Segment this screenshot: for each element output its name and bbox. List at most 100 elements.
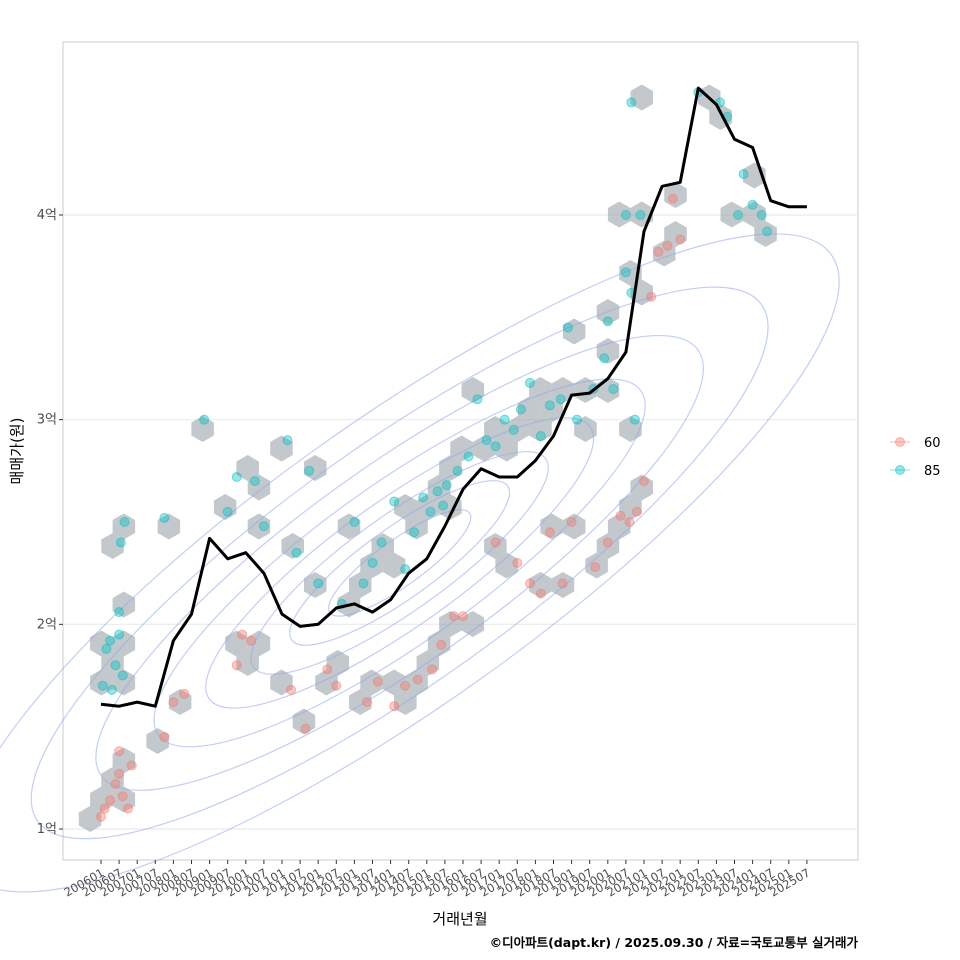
hex-bin: [495, 435, 518, 462]
legend-key-85: [895, 465, 905, 475]
density-contour: [95, 334, 704, 791]
density-contour: [250, 451, 549, 675]
hex-bin: [405, 513, 428, 540]
point-85: [115, 537, 126, 548]
point-85: [635, 210, 646, 220]
point-60: [602, 537, 613, 548]
hex-bin: [146, 728, 169, 754]
point-60: [231, 660, 242, 671]
y-axis-ticks: 1억 2억 3억 4억: [37, 208, 63, 837]
point-85: [367, 557, 378, 568]
point-85: [463, 451, 474, 462]
hex-bin: [427, 630, 451, 657]
point-85: [389, 496, 400, 507]
point-60: [123, 803, 134, 814]
point-85: [535, 431, 546, 442]
hex-bin: [619, 416, 642, 442]
point-85: [313, 578, 324, 589]
point-60: [458, 611, 468, 622]
point-85: [409, 527, 420, 538]
point-85: [738, 169, 749, 180]
point-60: [246, 635, 257, 646]
point-85: [733, 210, 744, 220]
legend-key-60: [895, 437, 905, 447]
point-85: [349, 517, 360, 527]
point-85: [620, 267, 631, 278]
point-85: [432, 486, 443, 497]
y-axis-title: 매매가(원): [8, 418, 26, 485]
legend-label-60: 60: [924, 436, 941, 451]
density-contour: [0, 233, 840, 893]
hex-bin: [382, 669, 406, 696]
hex-bin: [630, 84, 653, 111]
hex-bin: [337, 513, 361, 540]
point-60: [96, 811, 106, 822]
hex-bin: [540, 513, 563, 540]
point-60: [117, 791, 128, 802]
point-85: [258, 521, 269, 532]
y-tick-label: 1억: [37, 822, 57, 837]
y-tick-label: 3억: [37, 413, 57, 428]
hex-bin: [607, 513, 631, 540]
density-contour: [30, 286, 769, 840]
hex-bin: [664, 221, 687, 247]
hex-bin: [112, 591, 136, 618]
point-85: [441, 480, 452, 491]
point-60: [615, 510, 626, 521]
hex-bin: [112, 747, 136, 774]
point-85: [562, 322, 573, 333]
point-85: [747, 199, 758, 210]
point-85: [425, 506, 436, 517]
point-85: [231, 471, 242, 482]
point-85: [629, 414, 640, 425]
point-60: [631, 506, 642, 517]
point-60: [624, 517, 635, 527]
point-85: [117, 670, 128, 681]
point-60: [114, 746, 125, 757]
point-60: [99, 803, 110, 814]
point-60: [286, 684, 297, 695]
point-60: [331, 680, 342, 691]
hex-bin: [304, 572, 327, 598]
y-tick-label: 4억: [37, 208, 57, 223]
point-85: [282, 435, 293, 446]
point-85: [114, 629, 125, 640]
x-axis-title: 거래년월: [432, 910, 487, 928]
hex-bin: [101, 650, 124, 676]
hex-bin: [90, 786, 113, 813]
point-85: [481, 435, 492, 446]
point-60: [653, 246, 664, 257]
point-85: [106, 684, 117, 695]
hex-bin: [517, 396, 541, 423]
point-85: [222, 506, 233, 517]
hex-bin: [168, 689, 192, 715]
hex-bin: [495, 552, 518, 579]
point-60: [535, 588, 546, 599]
hex-bin: [596, 338, 620, 364]
point-60: [237, 629, 248, 640]
hex-bin: [461, 377, 485, 403]
point-85: [400, 564, 411, 575]
trend-line-layer: [100, 86, 807, 708]
hex-bin: [112, 786, 136, 813]
point-85: [572, 414, 583, 425]
point-60: [662, 240, 673, 251]
hex-bin: [236, 650, 259, 676]
point-60: [110, 778, 121, 789]
point-85: [756, 210, 767, 220]
hex-bin: [439, 455, 462, 481]
hex-bin: [247, 474, 271, 501]
point-60: [566, 517, 577, 527]
point-85: [105, 635, 116, 646]
point-60: [512, 557, 523, 568]
hex-bin: [574, 377, 597, 403]
point-85: [199, 414, 210, 425]
hex-bin: [349, 572, 372, 598]
point-60: [557, 578, 568, 589]
point-85: [620, 210, 631, 220]
point-60: [412, 674, 423, 685]
hex-bin: [472, 435, 496, 462]
density-contour: [289, 480, 511, 646]
hex-bin: [743, 201, 766, 228]
point-85: [97, 680, 108, 691]
